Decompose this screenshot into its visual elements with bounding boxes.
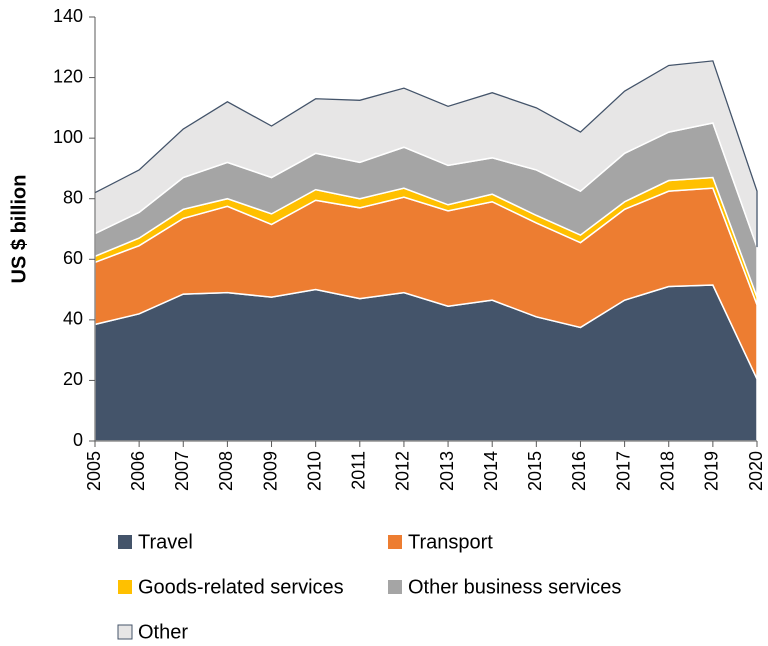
legend-label: Other business services [408,576,621,598]
legend-label: Other [138,621,188,643]
y-tick-label: 40 [63,309,83,329]
y-tick-label: 120 [53,66,83,86]
legend-swatch [388,535,402,549]
x-tick-label: 2005 [84,451,104,491]
area-edge [94,60,758,248]
x-tick-label: 2016 [569,451,589,491]
x-tick-label: 2019 [702,451,722,491]
legend-swatch [118,535,132,549]
x-tick-label: 2017 [613,451,633,491]
x-tick-label: 2014 [481,451,501,491]
legend-label: Transport [408,531,493,553]
x-tick-label: 2009 [260,451,280,491]
y-tick-label: 100 [53,127,83,147]
legend-swatch [388,580,402,594]
x-tick-label: 2012 [393,451,413,491]
legend-label: Travel [138,531,193,553]
x-tick-label: 2008 [216,451,236,491]
x-tick-label: 2011 [349,451,369,490]
x-tick-label: 2007 [172,451,192,491]
x-tick-label: 2020 [746,451,766,491]
y-tick-label: 0 [73,430,83,450]
y-tick-label: 60 [63,248,83,268]
x-tick-label: 2010 [304,451,324,491]
x-tick-label: 2013 [437,451,457,491]
x-tick-label: 2015 [525,451,545,491]
y-axis-label: US $ billion [8,175,30,284]
y-tick-label: 140 [53,6,83,26]
y-tick-label: 20 [63,369,83,389]
legend-swatch [117,624,133,640]
area [94,284,758,442]
x-tick-label: 2018 [657,451,677,491]
legend-label: Goods-related services [138,576,344,598]
legend-swatch [118,580,132,594]
y-tick-label: 80 [63,187,83,207]
x-tick-label: 2006 [128,451,148,491]
